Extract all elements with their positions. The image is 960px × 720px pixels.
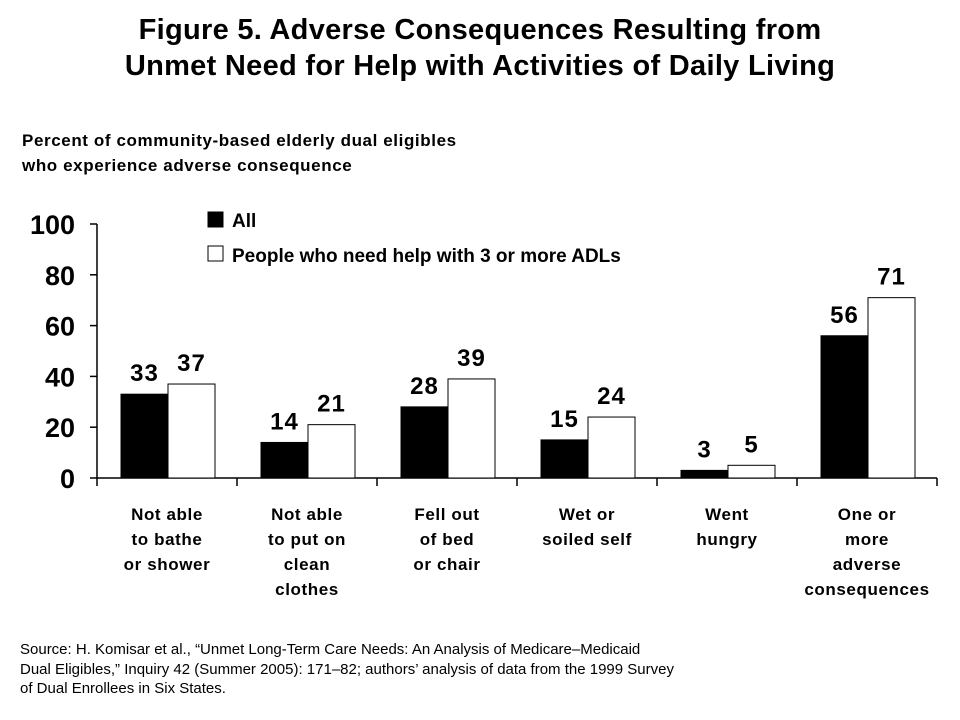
- data-label-adl: 24: [597, 383, 626, 410]
- x-category-label: Not able: [131, 505, 203, 524]
- bar-all: [680, 469, 729, 479]
- chart-title-line-2: Unmet Need for Help with Activities of D…: [124, 50, 836, 82]
- legend-label-adl: People who need help with 3 or more ADLs: [232, 246, 621, 267]
- data-label-all: 56: [830, 302, 859, 329]
- data-label-adl: 21: [317, 391, 346, 418]
- x-category-label: to bathe: [132, 530, 203, 549]
- data-label-adl: 5: [744, 431, 758, 458]
- chart-subtitle-line-1: Percent of community-based elderly dual …: [22, 131, 457, 150]
- source-line-2: Dual Eligibles,” Inquiry 42 (Summer 2005…: [20, 660, 674, 678]
- legend-swatch-all: [207, 211, 224, 228]
- bar-all: [820, 335, 869, 479]
- x-category-label: Went: [705, 505, 749, 524]
- source-note: Source: H. Komisar et al., “Unmet Long-T…: [20, 640, 920, 699]
- x-category-label: clean: [284, 555, 330, 574]
- data-label-all: 14: [270, 408, 299, 435]
- x-category-label: clothes: [275, 580, 339, 599]
- data-label-all: 3: [697, 436, 711, 463]
- x-category-label: Not able: [271, 505, 343, 524]
- data-label-adl: 39: [457, 345, 486, 372]
- chart-title-line-1: Figure 5. Adverse Consequences Resulting…: [138, 14, 822, 46]
- x-category-label: more: [845, 530, 889, 549]
- x-category-label: or chair: [413, 555, 480, 574]
- data-label-all: 15: [550, 406, 579, 433]
- x-category-label: or shower: [124, 555, 211, 574]
- bar-all: [400, 406, 449, 479]
- x-category-label: of bed: [420, 530, 475, 549]
- source-line-1: Source: H. Komisar et al., “Unmet Long-T…: [20, 641, 641, 658]
- x-category-label: Wet or: [559, 505, 615, 524]
- y-tick-label: 100: [30, 210, 75, 240]
- bar-adl: [867, 297, 916, 479]
- bar-chart: 0 20 40 60 80 100 33 37 Not able to bathe or showe…: [30, 210, 938, 599]
- x-category-label: Fell out: [414, 505, 479, 524]
- chart-subtitle: Percent of community-based elderly dual …: [22, 128, 457, 178]
- x-category-label: soiled self: [542, 530, 632, 549]
- y-tick-label: 40: [45, 362, 75, 392]
- x-category-label: hungry: [696, 530, 757, 549]
- legend-label-all: All: [232, 211, 256, 232]
- y-tick-label: 20: [45, 413, 75, 443]
- y-tick-label: 80: [45, 261, 75, 291]
- bar-adl: [587, 416, 636, 479]
- data-label-all: 28: [410, 373, 439, 400]
- y-tick-label: 60: [45, 312, 75, 342]
- x-category-label: to put on: [268, 530, 346, 549]
- y-tick-label: 0: [60, 464, 75, 494]
- bar-all: [260, 441, 309, 479]
- chart-subtitle-line-2: who experience adverse consequence: [22, 156, 353, 175]
- bar-adl: [167, 383, 216, 479]
- x-category-label: One or: [838, 505, 896, 524]
- data-label-all: 33: [130, 360, 159, 387]
- bar-all: [120, 393, 169, 479]
- bar-adl: [727, 464, 776, 479]
- legend-swatch-adl: [207, 245, 224, 262]
- x-category-label: adverse: [833, 555, 901, 574]
- data-label-adl: 37: [177, 350, 206, 377]
- bar-all: [540, 439, 589, 479]
- source-line-3: of Dual Enrollees in Six States.: [20, 680, 226, 697]
- chart-title: Figure 5. Adverse Consequences Resulting…: [0, 12, 960, 84]
- x-category-label: consequences: [804, 580, 929, 599]
- bar-adl: [447, 378, 496, 479]
- data-label-adl: 71: [877, 264, 906, 291]
- bar-adl: [307, 424, 356, 479]
